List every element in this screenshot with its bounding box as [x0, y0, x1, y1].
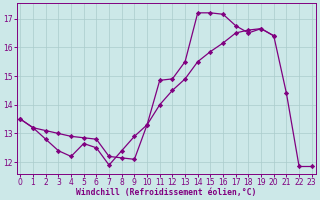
X-axis label: Windchill (Refroidissement éolien,°C): Windchill (Refroidissement éolien,°C)	[76, 188, 256, 197]
